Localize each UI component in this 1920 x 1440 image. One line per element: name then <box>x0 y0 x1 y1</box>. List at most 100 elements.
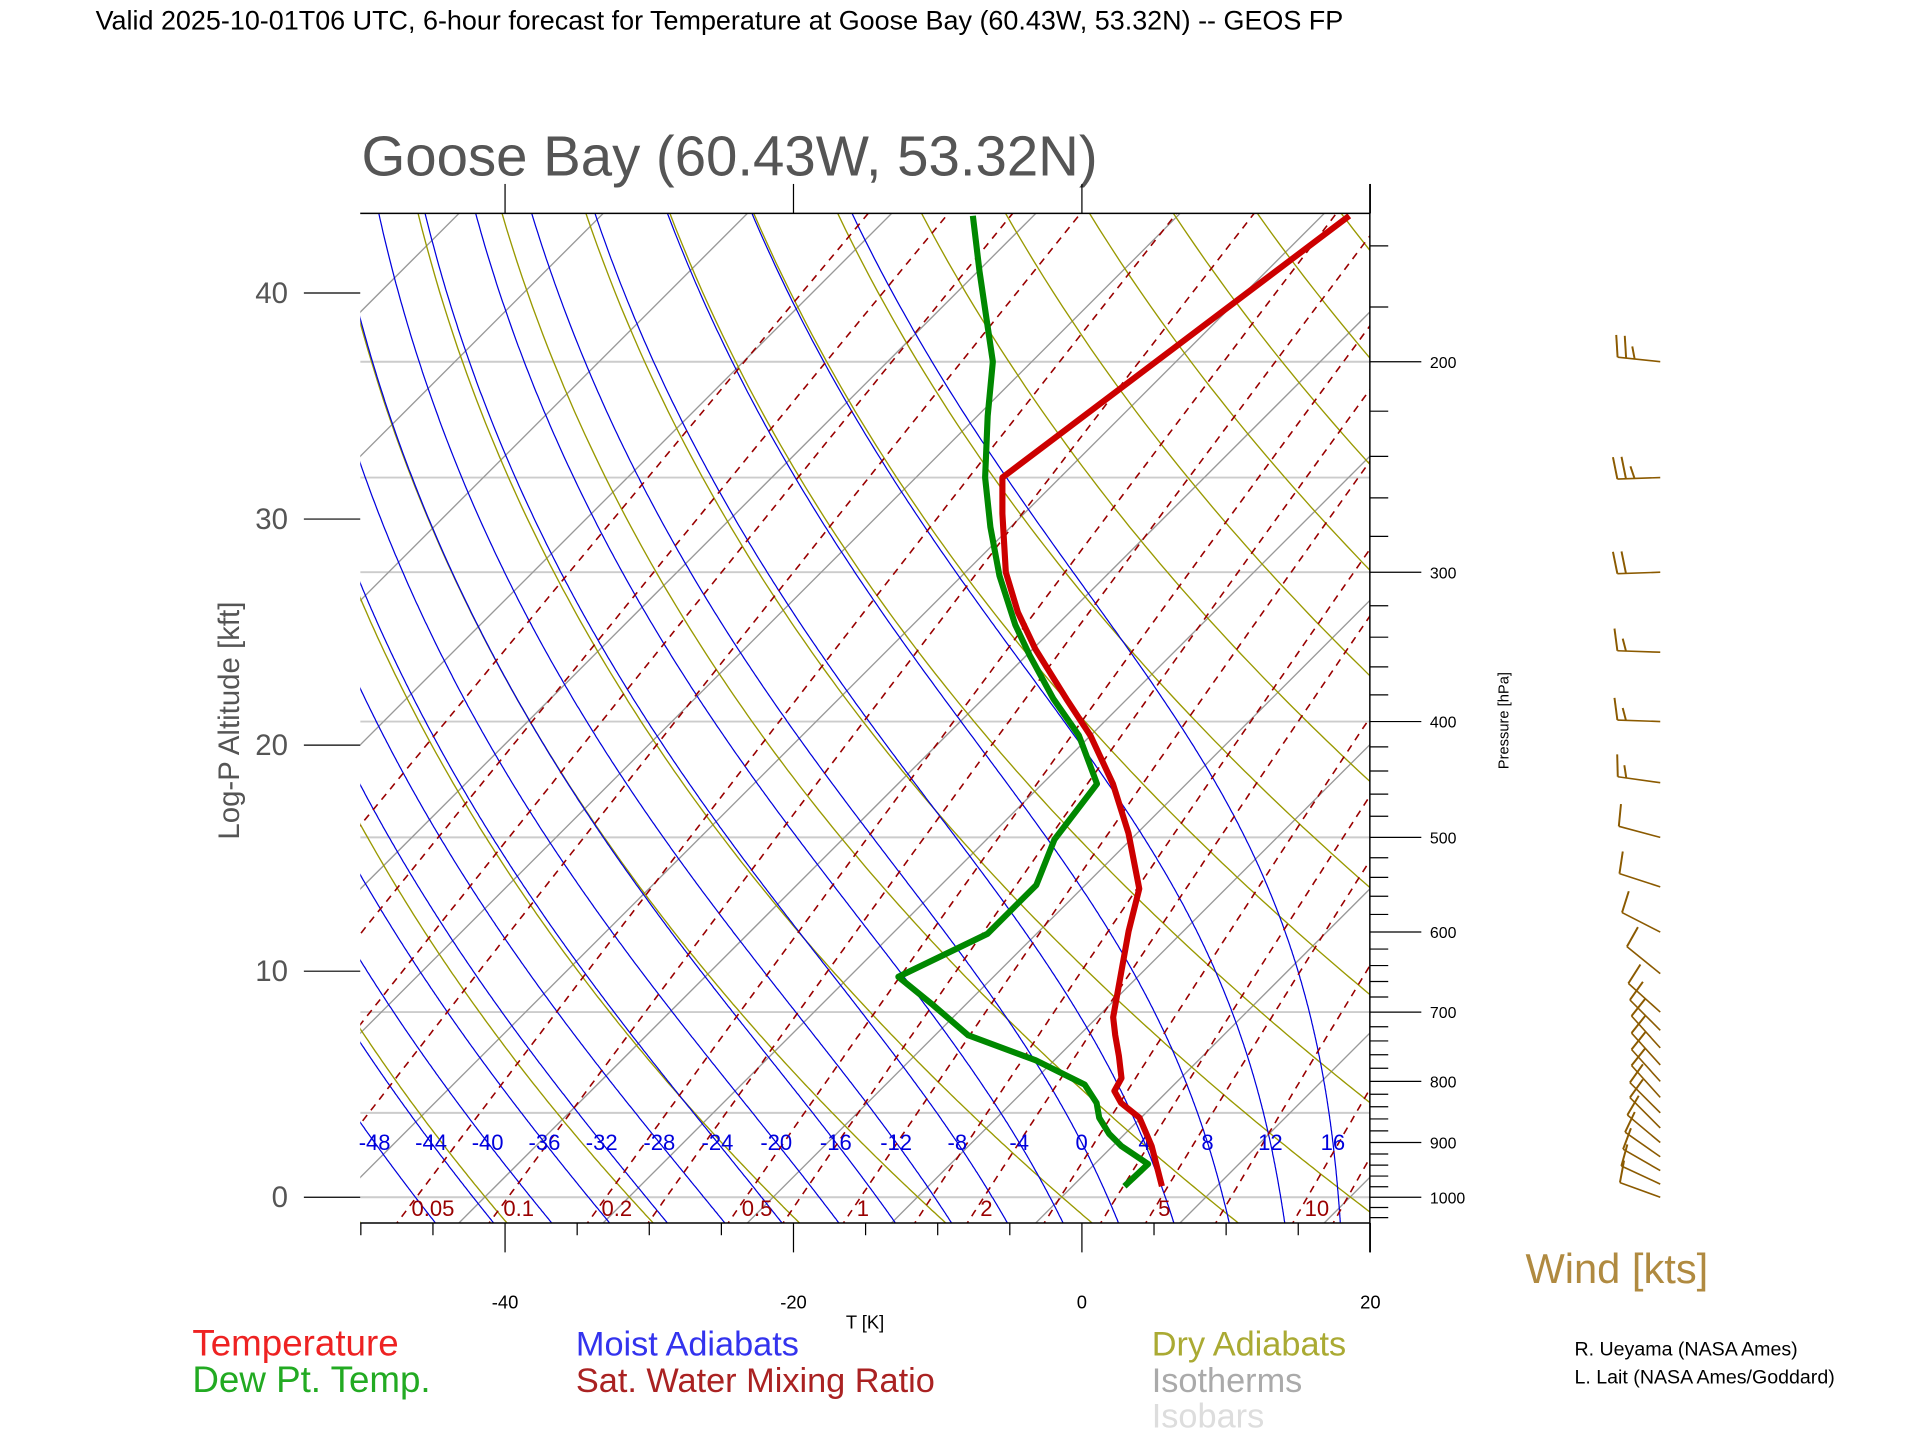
legend-isotherms: Isotherms <box>1152 1362 1303 1400</box>
background-lines <box>360 120 1920 1228</box>
moist-adiabat-label: -36 <box>529 1130 561 1155</box>
isotherm-line <box>360 213 1182 1035</box>
moist-adiabat-label: 12 <box>1258 1130 1283 1155</box>
credit-line-1: R. Ueyama (NASA Ames) <box>1574 1338 1797 1360</box>
wind-barb-full <box>1620 456 1627 479</box>
right-tick-label: 500 <box>1430 831 1457 848</box>
x-axis-label: T [K] <box>846 1311 884 1332</box>
left-tick-label: 30 <box>255 503 288 536</box>
temperature-profile <box>999 213 1352 1187</box>
wind-barb-staff <box>1626 945 1661 975</box>
wind-barb-staff <box>1630 1015 1661 1049</box>
wind-barb-full <box>1617 803 1622 827</box>
y-axis-right-label: Pressure [hPa] <box>1496 672 1512 769</box>
chart-title: Goose Bay (60.43W, 53.32N) <box>361 124 1097 187</box>
moist-adiabat-label: 16 <box>1321 1130 1346 1155</box>
wind-barb <box>1611 456 1661 480</box>
wind-barb-full <box>1624 1111 1636 1133</box>
dry-adiabat-line <box>1172 213 1370 466</box>
moist-adiabat-label: -12 <box>880 1130 912 1155</box>
wind-barb <box>1629 981 1661 1031</box>
wind-barb <box>1618 1160 1661 1198</box>
isotherm-line <box>360 213 1037 890</box>
mixing-ratio-line <box>1043 716 1370 1223</box>
wind-barb-staff <box>1621 911 1661 933</box>
x-tick-label: 20 <box>1360 1292 1380 1313</box>
wind-barb <box>1617 803 1661 839</box>
moist-adiabat-line <box>360 581 783 1223</box>
dewpoint-profile <box>895 215 1152 1189</box>
wind-barb <box>1630 1014 1661 1066</box>
moist-adiabat-line <box>851 213 1341 1223</box>
mixing-ratio-label: 2 <box>980 1196 992 1221</box>
mixing-ratio-line <box>913 547 1370 1223</box>
wind-barb-staff <box>1617 719 1661 723</box>
wind-barb <box>1613 628 1661 654</box>
legend-isobars: Isobars <box>1152 1398 1264 1436</box>
isotherm-line <box>746 599 1370 1223</box>
moist-adiabat-line <box>424 213 1009 1223</box>
wind-barb-full <box>1611 456 1619 480</box>
isotherm-line <box>891 743 1370 1223</box>
wind-barb <box>1624 1111 1661 1158</box>
moist-adiabat-line <box>360 783 669 1223</box>
isotherm-line <box>360 213 460 314</box>
wind-barb <box>1615 334 1661 363</box>
wind-barb-full <box>1629 1063 1644 1084</box>
right-tick-label: 1000 <box>1430 1190 1466 1207</box>
wind-barb-full <box>1630 1014 1647 1034</box>
moist-adiabat-line <box>751 213 1286 1223</box>
wind-barb-full <box>1627 964 1642 984</box>
wind-barb <box>1630 1031 1661 1082</box>
wind-barb-staff <box>1622 1148 1661 1172</box>
moist-adiabat-label: -8 <box>947 1130 967 1155</box>
wind-barb-full <box>1629 981 1644 1001</box>
wind-barb-staff <box>1617 649 1661 654</box>
dry-adiabat-line <box>360 1027 508 1223</box>
wind-barb <box>1616 754 1661 784</box>
x-tick-label: -40 <box>492 1292 519 1313</box>
dry-adiabat-line <box>669 213 1370 1104</box>
dry-adiabat-line <box>1826 195 1920 1228</box>
isotherm-line <box>1613 120 1920 1223</box>
legend-moist-adiabats: Moist Adiabats <box>576 1325 799 1363</box>
wind-barb-staff <box>1627 982 1661 1013</box>
wind-barb <box>1627 964 1661 1013</box>
dry-adiabat-line <box>1577 195 1920 1228</box>
wind-barb-staff <box>1629 999 1661 1031</box>
mixing-ratio-label: 0.1 <box>503 1196 534 1221</box>
dry-adiabat-line <box>1088 213 1370 572</box>
moist-adiabat-label: -24 <box>702 1130 734 1155</box>
wind-barb <box>1611 551 1661 575</box>
right-tick-label: 700 <box>1430 1005 1457 1022</box>
wind-barb-full <box>1630 997 1647 1017</box>
dry-adiabat-line <box>752 213 1370 996</box>
wind-barb-full <box>1622 1127 1632 1150</box>
wind-barb-staff <box>1617 356 1661 363</box>
isotherm-line <box>1179 1032 1370 1223</box>
dry-adiabat-line <box>1004 213 1370 677</box>
mixing-ratio-line <box>360 213 870 827</box>
wind-barb-staff <box>1617 476 1661 480</box>
moist-adiabat-label: -16 <box>820 1130 852 1155</box>
wind-barb-half <box>1621 638 1627 652</box>
dry-adiabat-line <box>1660 195 1920 1228</box>
dry-adiabat-line <box>1493 195 1920 1228</box>
dry-adiabat-line <box>1256 213 1370 360</box>
wind-barb-full <box>1621 890 1630 913</box>
wind-barb-staff <box>1619 872 1661 888</box>
moist-adiabat-label: 0 <box>1076 1130 1088 1155</box>
moist-adiabat-line <box>360 316 897 1223</box>
mixing-ratio-line <box>360 213 1082 1126</box>
wind-barb-staff <box>1618 825 1661 839</box>
mixing-ratio-line <box>1144 859 1370 1223</box>
moist-adiabat-line <box>475 213 1064 1223</box>
moist-adiabat-label: -20 <box>760 1130 792 1155</box>
axes: -40 -20 0 200102030401000900800700600500400… <box>255 183 1466 1313</box>
mixing-ratio-line <box>966 614 1370 1223</box>
y-axis-left-label: Log-P Altitude [kft] <box>213 602 246 840</box>
wind-barb-full <box>1611 551 1619 574</box>
wind-barb-full <box>1615 334 1619 358</box>
wind-barb-staff <box>1629 1081 1661 1114</box>
